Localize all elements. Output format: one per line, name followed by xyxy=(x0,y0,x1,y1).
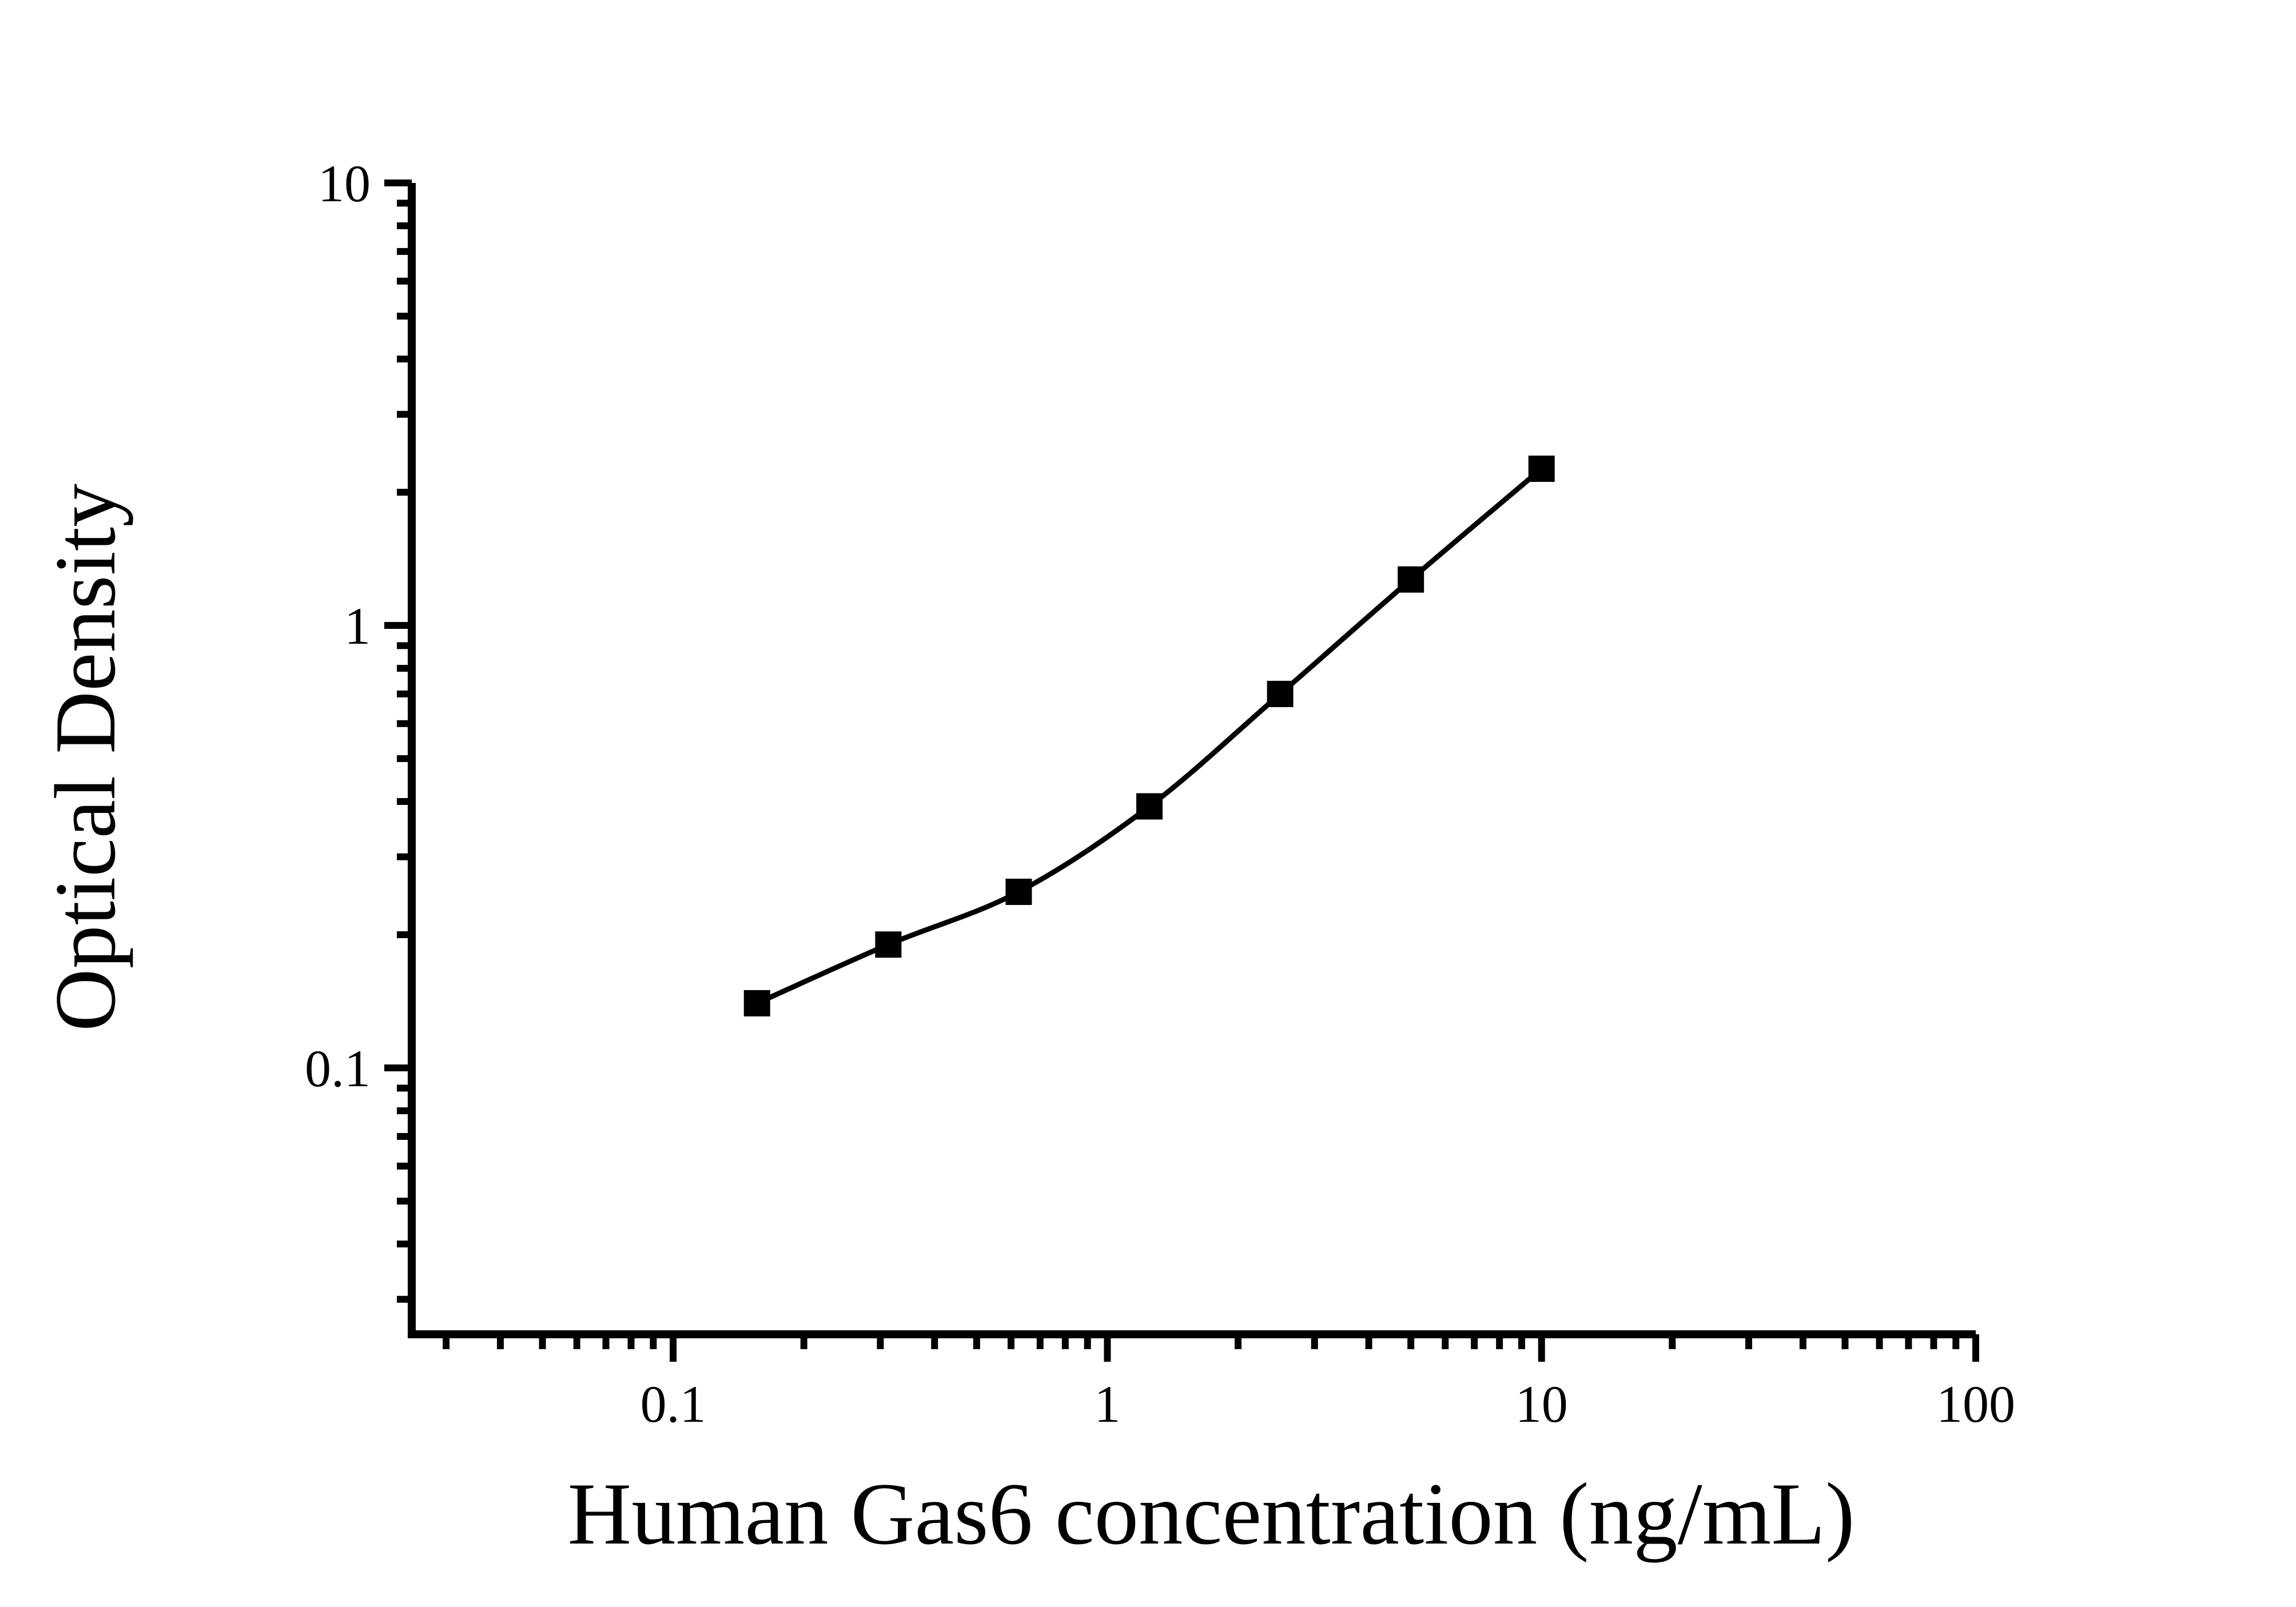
x-tick-label: 1 xyxy=(1094,1375,1120,1433)
data-point-marker xyxy=(1136,793,1163,820)
axis-spines xyxy=(408,183,1976,1338)
data-point-marker xyxy=(1398,566,1424,593)
chart-generated-layer: 0.1 1 10 100 0.1 1 10 xyxy=(305,154,2015,1433)
data-point-marker xyxy=(1528,455,1555,482)
y-axis-title: Optical Density xyxy=(37,484,133,1031)
x-tick-label: 10 xyxy=(1515,1375,1568,1433)
data-point-marker xyxy=(1267,680,1294,707)
data-point-marker xyxy=(1005,878,1032,905)
x-tick-label: 100 xyxy=(1936,1375,2015,1433)
y-tick-label: 0.1 xyxy=(305,1039,371,1098)
y-tick-label: 1 xyxy=(344,597,371,655)
y-tick-label: 10 xyxy=(318,154,371,213)
data-point-marker xyxy=(875,931,902,958)
data-point-marker xyxy=(743,990,770,1016)
x-tick-label: 0.1 xyxy=(640,1375,706,1433)
standard-curve-line xyxy=(755,466,1543,1006)
x-axis-title: Human Gas6 concentration (ng/mL) xyxy=(567,1465,1855,1563)
